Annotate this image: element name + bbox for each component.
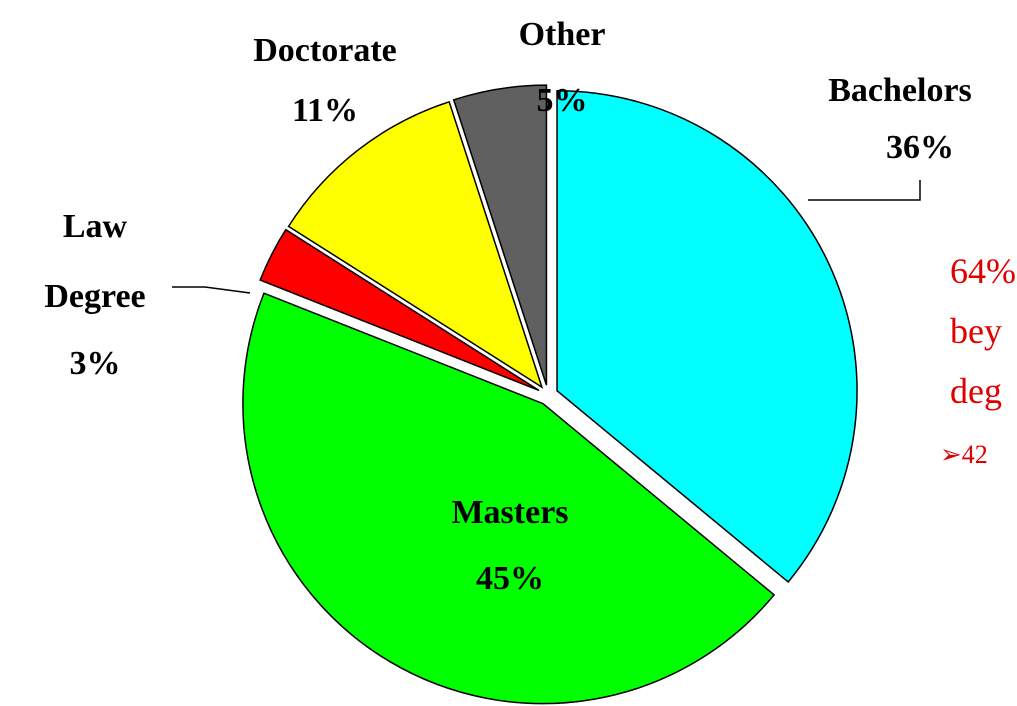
slice-label: Masters <box>451 494 569 531</box>
annotation-text: bey <box>950 311 1002 351</box>
pie-slice <box>452 84 548 386</box>
leader-line <box>172 286 251 294</box>
slice-value: 5% <box>536 82 588 119</box>
slice-value: 3% <box>69 345 121 382</box>
pie-slice <box>242 292 776 705</box>
slice-label: Doctorate <box>253 32 397 69</box>
slice-label: Law Degree <box>44 208 146 315</box>
pie-slice <box>287 100 544 389</box>
slice-value: 45% <box>476 560 544 597</box>
slice-label: Other <box>518 16 606 53</box>
slice-label: Bachelors <box>828 72 972 109</box>
pie-slice <box>556 89 858 584</box>
slice-value: 36% <box>886 129 954 166</box>
annotation-text: deg <box>950 371 1002 411</box>
slice-value: 11% <box>291 92 359 129</box>
annotation-text: ➢42 <box>940 440 988 469</box>
annotation-text: 64% <box>950 251 1016 291</box>
leader-line <box>808 180 921 201</box>
pie-slice <box>259 228 540 392</box>
